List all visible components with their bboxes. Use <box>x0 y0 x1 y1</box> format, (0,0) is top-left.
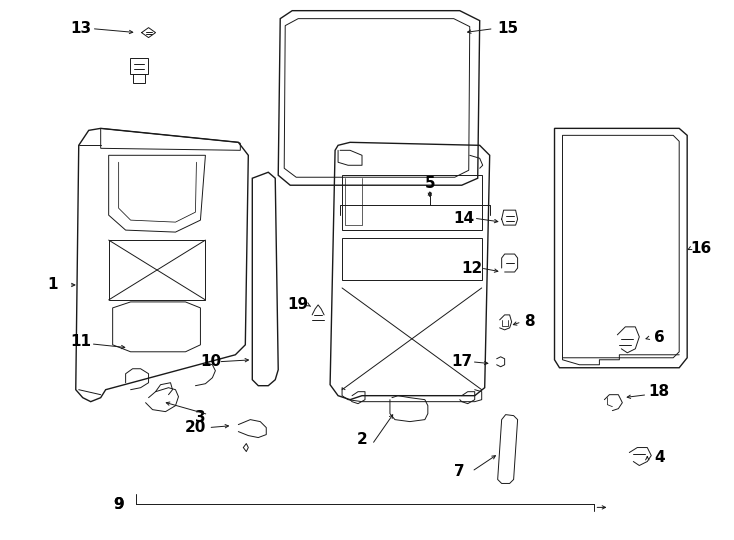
Text: 16: 16 <box>691 240 712 255</box>
Text: 20: 20 <box>185 420 206 435</box>
Text: 8: 8 <box>524 314 535 329</box>
Text: 9: 9 <box>113 497 124 512</box>
Text: 14: 14 <box>453 211 474 226</box>
Text: 11: 11 <box>70 334 91 349</box>
Text: 19: 19 <box>288 298 309 313</box>
Text: 17: 17 <box>451 354 472 369</box>
Text: 13: 13 <box>70 21 91 36</box>
Text: 10: 10 <box>200 354 221 369</box>
Text: 12: 12 <box>461 260 482 275</box>
Text: 6: 6 <box>654 330 664 345</box>
Text: 9: 9 <box>113 497 124 512</box>
Text: 7: 7 <box>454 464 465 479</box>
Text: 15: 15 <box>497 21 518 36</box>
Text: 18: 18 <box>649 384 670 399</box>
Text: 5: 5 <box>424 176 435 191</box>
Text: 2: 2 <box>357 432 368 447</box>
Text: 4: 4 <box>654 450 664 465</box>
Text: 1: 1 <box>48 278 58 293</box>
Text: 3: 3 <box>195 410 206 425</box>
